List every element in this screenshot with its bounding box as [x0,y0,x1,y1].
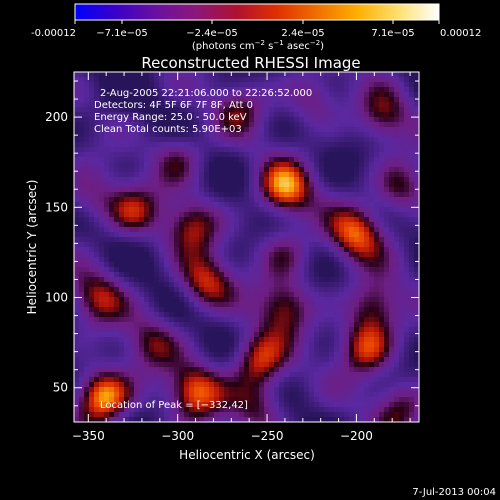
y-axis-tick-labels: 50 100 150 200 [45,110,68,395]
heatmap-image [74,72,419,422]
y-tick-label: 100 [45,291,68,305]
y-axis-label: Heliocentric Y (arcsec) [25,180,39,315]
x-axis-tick-labels: −350 −300 −250 −200 [72,429,373,443]
plot-frame [73,71,420,423]
y-axis-ticks [74,80,419,407]
x-tick-label: −300 [161,429,194,443]
colorbar-tick-label: −2.4e−05 [186,28,238,39]
colorbar-tick-label: 0.00012 [440,28,481,39]
colorbar-tick-label: 2.4e−05 [281,28,324,39]
detectors-annotation: Detectors: 4F 5F 6F 7F 8F, Att 0 [94,100,253,111]
x-tick-label: −350 [72,429,105,443]
chart-title: Reconstructed RHESSI Image [141,54,360,72]
colorbar-ticks [74,20,440,24]
y-tick-label: 200 [45,110,68,124]
x-axis-ticks [87,72,411,422]
energy-range-annotation: Energy Range: 25.0 - 50.0 keV [94,112,247,123]
peak-location-annotation: Location of Peak = [−332,42] [100,400,248,411]
colorbar-tick-label: -0.00012 [31,28,76,39]
colorbar [74,3,440,21]
colorbar-tick-label: 7.1e−05 [371,28,414,39]
info-annotations: 2-Aug-2005 22:21:06.000 to 22:26:52.000 … [94,88,312,411]
x-tick-label: −250 [251,429,284,443]
y-tick-label: 150 [45,200,68,214]
colorbar-tick-labels: -0.00012 −7.1e−05 −2.4e−05 2.4e−05 7.1e−… [31,28,481,39]
x-tick-label: −200 [340,429,373,443]
footer-timestamp: 7-Jul-2013 00:04 [412,487,496,498]
y-tick-label: 50 [53,381,68,395]
x-axis-label: Heliocentric X (arcsec) [179,448,315,462]
counts-annotation: Clean Total counts: 5.90E+03 [94,124,242,135]
time-range-annotation: 2-Aug-2005 22:21:06.000 to 22:26:52.000 [100,88,312,99]
colorbar-unit-label: (photons cm−2 s−1 asec−2) [192,39,324,52]
colorbar-tick-label: −7.1e−05 [96,28,148,39]
